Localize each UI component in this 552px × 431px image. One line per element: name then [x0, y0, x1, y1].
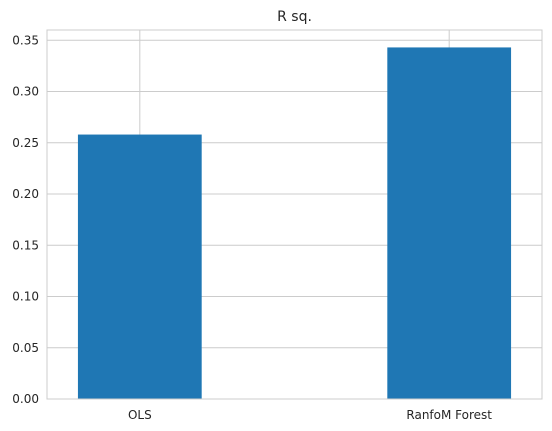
y-tick-label: 0.20	[12, 187, 39, 201]
bar-ranfom-forest	[387, 47, 512, 400]
y-axis-tick-labels: 0.00 0.05 0.10 0.15 0.20 0.25 0.30 0.35	[12, 33, 39, 406]
bar-ols	[77, 134, 202, 400]
y-tick-label: 0.15	[12, 238, 39, 252]
plot-area-frame	[46, 29, 543, 400]
y-tick-label: 0.00	[12, 392, 39, 406]
y-tick-label: 0.30	[12, 85, 39, 99]
y-tick-label: 0.05	[12, 341, 39, 355]
y-tick-label: 0.25	[12, 136, 39, 150]
y-tick-label: 0.35	[12, 33, 39, 47]
x-axis-tick-labels: OLS RanfoM Forest	[128, 408, 492, 422]
x-tick-label: OLS	[128, 408, 152, 422]
bars	[77, 47, 512, 400]
y-tick-label: 0.10	[12, 290, 39, 304]
chart-title: R sq.	[277, 9, 312, 25]
x-tick-label: RanfoM Forest	[406, 408, 492, 422]
